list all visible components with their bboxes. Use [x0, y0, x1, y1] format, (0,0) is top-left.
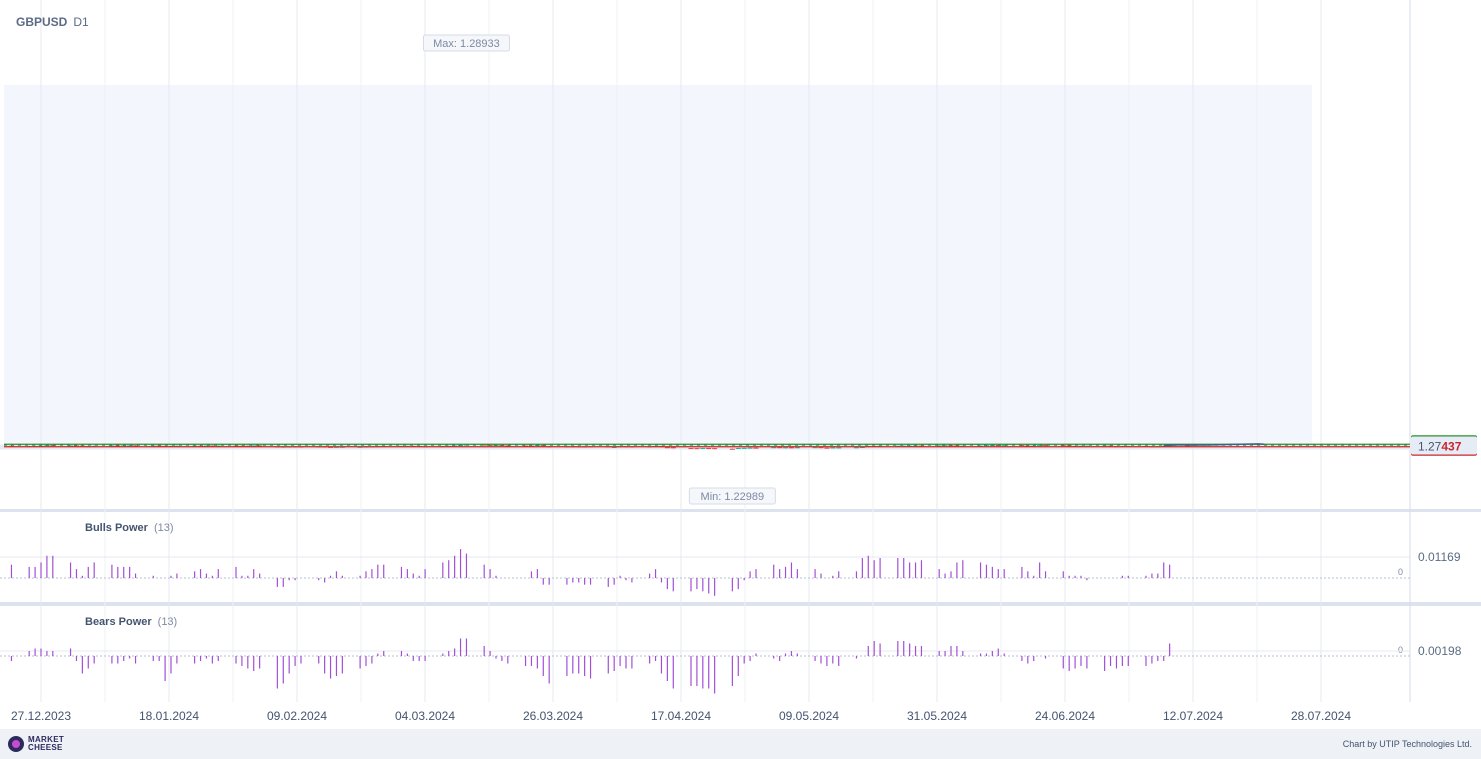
candle-bear	[688, 448, 694, 450]
candle-bull	[830, 447, 836, 449]
pane-separator	[0, 509, 1481, 512]
forecast-arrow	[1163, 443, 1265, 447]
chart-credit: Chart by UTIP Technologies Ltd.	[1342, 739, 1472, 749]
candle-bear	[670, 447, 676, 449]
candle-bear	[487, 444, 493, 446]
candle-bull	[735, 447, 741, 449]
candle-bull	[121, 445, 127, 447]
candle-bull	[127, 445, 133, 447]
candle-bull	[44, 445, 50, 447]
candle-bear	[115, 445, 121, 447]
candle-bull	[109, 445, 115, 447]
indicator-bars	[10, 638, 1171, 694]
indicator-name: Bears Power	[85, 616, 152, 628]
candle-bear	[523, 445, 529, 447]
x-tick-label: 26.03.2024	[523, 709, 583, 723]
candle-bear	[818, 447, 824, 449]
candle-bull	[700, 448, 706, 450]
x-tick-label: 24.06.2024	[1035, 709, 1095, 723]
candle-bull	[836, 447, 842, 449]
candle-bull	[936, 445, 942, 447]
candle-bear	[1019, 445, 1025, 447]
x-tick-label: 09.02.2024	[267, 709, 327, 723]
chart-canvas[interactable]: 27.12.2023 18.01.2024 09.02.2024 04.03.2024…	[0, 0, 1481, 729]
candle-bear	[481, 444, 487, 446]
candle-bear	[694, 448, 700, 450]
candle-bear	[50, 445, 56, 447]
indicator-param: (13)	[154, 522, 174, 534]
candle-bear	[73, 445, 79, 447]
candle-bull	[251, 445, 257, 447]
candle-bear	[1043, 445, 1049, 447]
candle-bull	[853, 447, 859, 449]
candle-bear	[788, 447, 794, 449]
pane-separator	[0, 602, 1481, 606]
indicator-zero-label: 0	[1398, 567, 1403, 577]
current-price-label: 1.27437	[1418, 440, 1462, 454]
candle-bull	[1037, 445, 1043, 447]
candle-bull	[812, 447, 818, 449]
timeframe-label: D1	[73, 15, 89, 29]
candle-bear	[257, 445, 263, 447]
candle-bear	[753, 447, 759, 449]
current-price-suffix: 437	[1441, 440, 1461, 454]
indicator-bars	[10, 549, 1171, 596]
candle-bear	[540, 445, 546, 447]
min-annotation: Min: 1.22989	[701, 491, 765, 503]
brand-logo-icon	[8, 736, 24, 752]
candle-bull	[611, 446, 617, 448]
candle-bull	[771, 447, 777, 449]
projection-area	[4, 85, 1312, 445]
indicator-tick-label: 0.00198	[1418, 644, 1462, 658]
candle-bull	[1001, 445, 1007, 447]
candle-bull	[983, 445, 989, 447]
candle-bear	[505, 445, 511, 447]
x-tick-label: 31.05.2024	[907, 709, 967, 723]
indicator-param: (13)	[158, 616, 178, 628]
candle-bear	[664, 447, 670, 449]
candle-bull	[942, 445, 948, 447]
candle-bull	[794, 447, 800, 449]
indicator-zero-label: 0	[1398, 645, 1403, 655]
candle-bear	[824, 447, 830, 449]
current-price-prefix: 1.27	[1418, 440, 1442, 454]
candle-bull	[534, 445, 540, 447]
indicator-tick-label: 0.01169	[1418, 550, 1461, 564]
x-tick-label: 27.12.2023	[11, 709, 71, 723]
candle-bear	[706, 448, 712, 450]
x-tick-label: 12.07.2024	[1163, 709, 1223, 723]
candle-bear	[729, 448, 735, 450]
candle-bear	[1060, 445, 1066, 447]
indicator-name: Bulls Power	[85, 522, 149, 534]
max-annotation: Max: 1.28933	[433, 38, 500, 50]
symbol-name: GBPUSD	[16, 15, 68, 29]
candle-bear	[712, 448, 718, 450]
candle-bull	[859, 446, 865, 448]
indicator-title: Bears Power (13)	[85, 616, 177, 628]
candle-bear	[133, 445, 139, 447]
x-tick-label: 04.03.2024	[395, 709, 455, 723]
x-tick-label: 18.01.2024	[139, 709, 199, 723]
x-tick-label: 09.05.2024	[779, 709, 839, 723]
footer-bar: MARKET CHEESE Chart by UTIP Technologies…	[0, 729, 1481, 759]
candle-bear	[948, 445, 954, 447]
x-tick-label: 17.04.2024	[651, 709, 711, 723]
brand-name: MARKET CHEESE	[28, 735, 65, 752]
min-annotation-bg	[688, 487, 776, 505]
candle-bull	[783, 447, 789, 449]
candle-bull	[741, 447, 747, 449]
candle-bear	[777, 447, 783, 449]
candle-bull	[747, 447, 753, 449]
candle-bull	[68, 445, 74, 447]
current-price-bg	[1411, 436, 1477, 455]
candle-bear	[954, 445, 960, 447]
max-annotation-bg	[422, 34, 510, 52]
candle-bear	[1184, 445, 1190, 447]
symbol-title: GBPUSD D1	[16, 15, 89, 29]
x-tick-label: 28.07.2024	[1291, 709, 1351, 723]
candle-bear	[1066, 445, 1072, 447]
indicator-title: Bulls Power (13)	[85, 522, 174, 534]
brand-logo: MARKET CHEESE	[8, 736, 84, 752]
